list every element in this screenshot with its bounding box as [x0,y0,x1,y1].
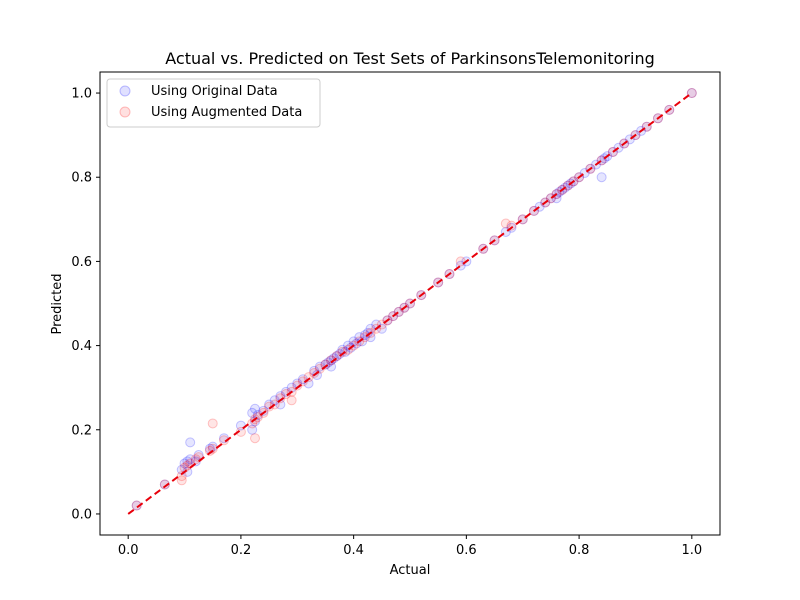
point-augmented [281,388,291,399]
point-original [686,88,697,99]
point-augmented [159,479,170,490]
point-original [159,479,170,490]
point-original [185,454,196,465]
point-augmented [455,256,466,267]
x-tick-label: 0.4 [343,543,364,558]
point-original [312,370,322,381]
point-augmented [337,346,348,357]
point-augmented [314,363,325,374]
legend: Using Original Data Using Augmented Data [106,78,321,128]
x-tick-label: 0.2 [231,543,252,558]
point-augmented [235,426,246,437]
y-tick-label: 0.6 [71,255,92,270]
point-original [247,424,258,435]
x-tick-label: 0.6 [456,543,477,558]
point-augmented [275,393,286,404]
point-augmented [207,418,218,429]
point-original [331,351,342,362]
point-original [182,456,193,467]
y-axis: 0.0 0.2 0.4 0.6 0.8 1.0 [71,87,100,522]
point-augmented [264,401,275,412]
point-augmented [176,475,187,486]
point-augmented [297,376,308,387]
point-augmented [131,500,142,511]
point-original [193,450,204,461]
point-original [190,456,201,467]
point-augmented [331,351,342,362]
point-original [362,327,373,338]
legend-marker-original [119,85,131,97]
y-tick-label: 0.2 [71,423,92,438]
legend-label-augmented: Using Augmented Data [151,105,302,120]
point-augmented [204,445,215,456]
point-augmented [207,443,218,454]
point-augmented [686,88,697,99]
y-tick-label: 0.8 [71,171,92,186]
reference-line [127,92,693,515]
point-original [250,403,260,414]
x-axis-label: Actual [390,563,431,578]
point-original [252,410,263,421]
point-original [320,359,331,370]
point-augmented [247,418,258,429]
x-tick-label: 0.0 [118,543,139,558]
point-original [328,353,339,364]
point-original [326,355,337,366]
point-augmented [176,471,187,482]
point-original [357,336,368,347]
point-augmented [250,433,260,444]
point-original [185,437,196,448]
point-original [131,500,142,511]
chart-title: Actual vs. Predicted on Test Sets of Par… [165,49,655,68]
y-tick-label: 1.0 [71,87,92,102]
point-augmented [303,372,314,383]
point-augmented [292,380,303,391]
point-augmented [500,218,511,229]
point-augmented [506,220,517,231]
y-tick-label: 0.4 [71,339,92,354]
point-original [182,466,193,477]
point-original [247,407,258,418]
y-axis-label: Predicted [50,273,65,334]
point-original [334,349,345,360]
point-original [258,405,269,416]
point-augmented [309,367,320,378]
plot-frame [99,71,721,536]
point-augmented [219,435,229,446]
point-augmented [320,359,331,370]
legend-marker-augmented [119,106,131,118]
x-axis: 0.0 0.2 0.4 0.6 0.8 1.0 [118,535,702,558]
x-tick-label: 1.0 [681,543,702,558]
y-tick-label: 0.0 [71,507,92,522]
point-original [359,330,370,341]
point-original [179,458,190,469]
point-original [596,172,607,183]
point-original [250,416,260,427]
point-augmented [326,355,337,366]
point-original [323,357,334,368]
legend-box [106,78,321,128]
legend-label-original: Using Original Data [151,84,278,99]
x-tick-label: 0.8 [569,543,590,558]
point-augmented [286,395,297,406]
